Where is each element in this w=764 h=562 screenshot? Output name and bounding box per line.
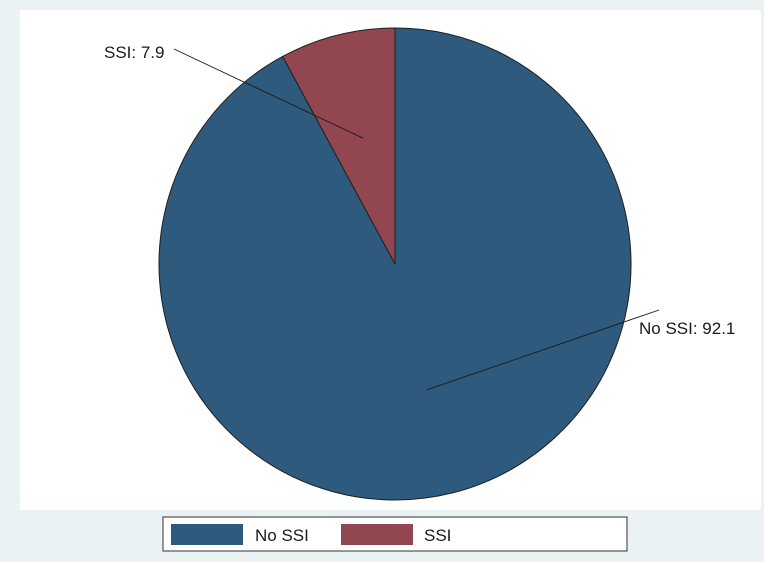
leader-lines bbox=[173, 48, 660, 391]
legend-label-no-ssi: No SSI bbox=[255, 526, 309, 545]
legend: No SSI SSI bbox=[162, 516, 628, 552]
legend-swatch-no-ssi bbox=[171, 524, 243, 545]
slice-label-ssi: SSI: 7.9 bbox=[104, 43, 164, 62]
legend-swatch-ssi bbox=[341, 524, 413, 545]
legend-label-ssi: SSI bbox=[424, 526, 451, 545]
leader-line-ssi bbox=[173, 48, 364, 139]
leader-line-no-ssi bbox=[426, 309, 660, 391]
pie-slice-ssi bbox=[281, 27, 396, 265]
slice-label-no-ssi: No SSI: 92.1 bbox=[639, 319, 735, 338]
pie-slices bbox=[158, 27, 632, 501]
